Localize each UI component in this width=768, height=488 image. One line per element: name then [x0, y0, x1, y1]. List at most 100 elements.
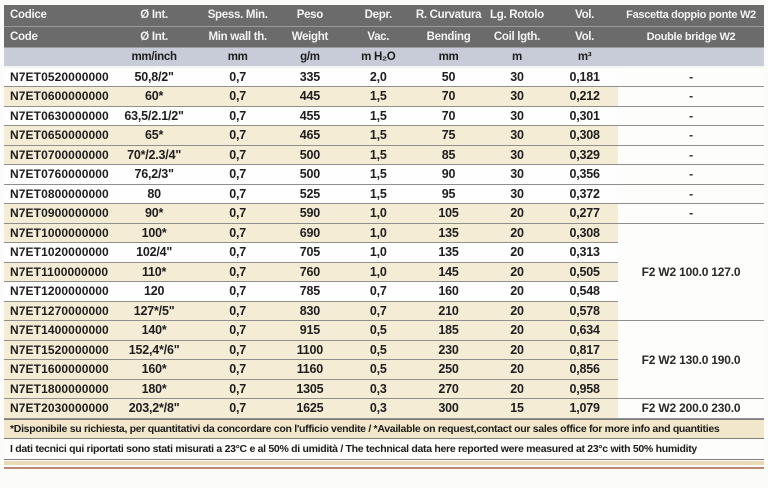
cell-code: N7ET0650000000	[4, 125, 111, 146]
cell-coil: 30	[482, 145, 552, 165]
header-wall-unit: mm	[197, 47, 278, 68]
cell-vol: 0,212	[551, 86, 619, 107]
cell-coil: 15	[482, 398, 552, 419]
cell-coil: 30	[482, 86, 552, 107]
header-codice-unit	[4, 47, 111, 68]
cell-double-bridge-w2: -	[618, 106, 764, 126]
cell-wall: 0,7	[197, 125, 278, 146]
table-row: N7ET1200000000 120 0,7 785 0,7 160 20 0,548	[4, 281, 764, 302]
sheet-bottom-line	[4, 466, 764, 469]
cell-vac: 0,7	[342, 281, 415, 302]
cell-coil: 20	[482, 340, 552, 360]
cell-vac: 1,5	[342, 164, 415, 185]
cell-bend: 300	[414, 398, 483, 419]
header-volume: Vol.	[551, 5, 619, 27]
header-volume-unit: m³	[551, 47, 619, 68]
cell-code: N7ET1600000000	[4, 359, 111, 380]
header-vacuum: Depr.	[342, 5, 415, 27]
cell-bend: 85	[414, 145, 483, 165]
footnote-measurement-conditions: I dati tecnici qui riportati sono stati …	[4, 439, 764, 460]
header-bending: R. Curvatura	[414, 5, 483, 27]
header-codice: Codice	[4, 5, 111, 27]
header-vacuum-unit: m H₂O	[342, 47, 415, 68]
cell-diam: 70*/2.3/4"	[110, 145, 198, 165]
cell-vac: 1,0	[342, 223, 415, 243]
table-body: N7ET0520000000 50,8/2" 0,7 335 2,0 50 30 0,181-…	[4, 66, 764, 419]
cell-code: N7ET2030000000	[4, 398, 111, 419]
cell-diam: 140*	[110, 320, 198, 341]
cell-coil: 20	[482, 262, 552, 282]
cell-double-bridge-w2: -	[618, 164, 764, 185]
cell-vac: 1,5	[342, 106, 415, 126]
cell-double-bridge-w2: F2 W2 100.0 127.0	[618, 223, 764, 321]
cell-wall: 0,7	[197, 86, 278, 107]
cell-double-bridge-w2: -	[618, 184, 764, 204]
cell-wall: 0,7	[197, 106, 278, 126]
header-bending-unit: mm	[414, 47, 483, 68]
cell-wall: 0,7	[197, 359, 278, 380]
cell-weight: 785	[277, 281, 343, 302]
cell-vol: 0,356	[551, 164, 619, 185]
cell-code: N7ET1270000000	[4, 301, 111, 321]
header-row-line1: Codice Ø Int. Spess. Min. Peso Depr. R. Curva…	[4, 5, 764, 27]
cell-code: N7ET1100000000	[4, 262, 111, 282]
hose-spec-table: Codice Ø Int. Spess. Min. Peso Depr. R. Curva…	[4, 5, 764, 419]
cell-weight: 465	[277, 125, 343, 146]
cell-wall: 0,7	[197, 145, 278, 165]
cell-code: N7ET0630000000	[4, 106, 111, 126]
table-row: N7ET0700000000 70*/2.3/4" 0,7 500 1,5 85 30 0,3…	[4, 145, 764, 165]
table-row: N7ET0650000000 65* 0,7 465 1,5 75 30 0,308-	[4, 125, 764, 146]
header-clamp: Double bridge W2	[618, 26, 764, 48]
cell-wall: 0,7	[197, 379, 278, 399]
cell-coil: 20	[482, 379, 552, 399]
cell-weight: 455	[277, 106, 343, 126]
table-row: N7ET1520000000 152,4*/6" 0,7 1100 0,5 230 20 0,…	[4, 340, 764, 360]
cell-vol: 0,505	[551, 262, 619, 282]
cell-wall: 0,7	[197, 66, 278, 87]
cell-vac: 1,5	[342, 86, 415, 107]
cell-double-bridge-w2: -	[618, 66, 764, 87]
table-row: N7ET1800000000 180* 0,7 1305 0,3 270 20 0,958	[4, 379, 764, 399]
cell-coil: 20	[482, 242, 552, 263]
cell-bend: 135	[414, 242, 483, 263]
table-row: N7ET0600000000 60* 0,7 445 1,5 70 30 0,212-	[4, 86, 764, 107]
cell-bend: 105	[414, 203, 483, 224]
cell-code: N7ET1020000000	[4, 242, 111, 263]
cell-vac: 0,5	[342, 340, 415, 360]
cell-bend: 70	[414, 86, 483, 107]
cell-code: N7ET0700000000	[4, 145, 111, 165]
cell-bend: 230	[414, 340, 483, 360]
table-row: N7ET1100000000 110* 0,7 760 1,0 145 20 0,505	[4, 262, 764, 282]
table-row: N7ET0520000000 50,8/2" 0,7 335 2,0 50 30 0,181-	[4, 66, 764, 87]
cell-bend: 270	[414, 379, 483, 399]
cell-weight: 1305	[277, 379, 343, 399]
cell-vac: 1,5	[342, 125, 415, 146]
header-clamp-unit	[618, 47, 764, 68]
cell-code: N7ET1200000000	[4, 281, 111, 302]
cell-weight: 445	[277, 86, 343, 107]
header-volume: Vol.	[551, 26, 619, 48]
cell-code: N7ET1000000000	[4, 223, 111, 243]
cell-vac: 1,0	[342, 203, 415, 224]
cell-bend: 210	[414, 301, 483, 321]
cell-vol: 0,308	[551, 223, 619, 243]
cell-weight: 705	[277, 242, 343, 263]
cell-wall: 0,7	[197, 184, 278, 204]
table-row: N7ET1600000000 160* 0,7 1160 0,5 250 20 0,856	[4, 359, 764, 380]
table-row: N7ET2030000000 203,2*/8" 0,7 1625 0,3 300 15 1,…	[4, 398, 764, 419]
header-coil: Coil lgth.	[482, 26, 552, 48]
header-codice: Code	[4, 26, 111, 48]
footnote-availability: *Disponibile su richiesta, per quantitat…	[4, 418, 764, 439]
header-row-unit: mm/inch mm g/m m H₂O mm m m³	[4, 47, 764, 68]
cell-vac: 0,3	[342, 379, 415, 399]
cell-weight: 830	[277, 301, 343, 321]
cell-coil: 20	[482, 223, 552, 243]
cell-vol: 0,313	[551, 242, 619, 263]
cell-diam: 60*	[110, 86, 198, 107]
cell-diam: 76,2/3"	[110, 164, 198, 185]
cell-vac: 0,7	[342, 301, 415, 321]
header-clamp: Fascetta doppio ponte W2	[618, 5, 764, 27]
header-coil: Lg. Rotolo	[482, 5, 552, 27]
cell-double-bridge-w2: -	[618, 145, 764, 165]
cell-wall: 0,7	[197, 398, 278, 419]
